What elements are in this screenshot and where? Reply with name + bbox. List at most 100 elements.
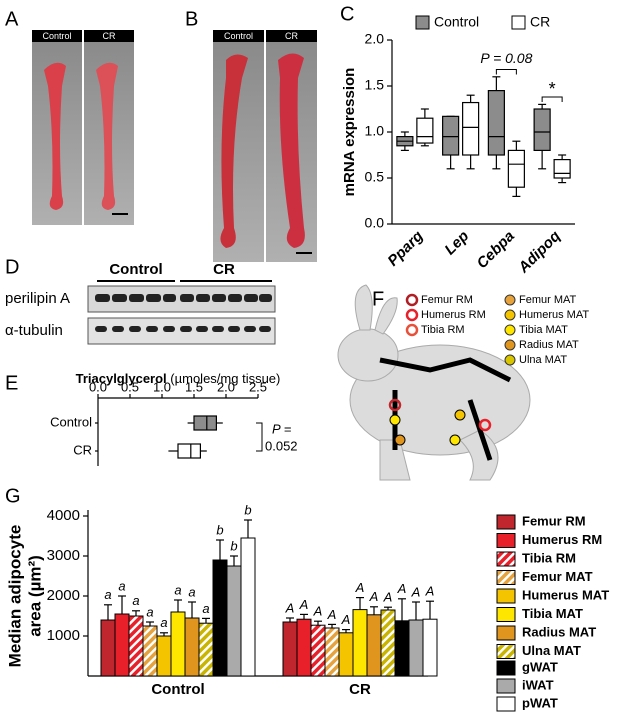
panel-label: C	[340, 3, 354, 25]
bar	[422, 618, 438, 677]
x-tick-label: 1.5	[185, 379, 203, 394]
label-bar	[32, 30, 82, 42]
legend-label: Tibia MAT	[519, 324, 568, 336]
bar-letter: a	[174, 582, 181, 597]
blot-group: CR	[213, 261, 235, 278]
title-main: Triacylglycerol	[76, 371, 167, 386]
x-tick-label: Control	[151, 681, 204, 698]
bar-letter: a	[202, 601, 209, 616]
box	[487, 89, 505, 156]
legend-label: iWAT	[522, 677, 554, 692]
panel-label: F	[372, 288, 384, 310]
bar	[170, 611, 186, 677]
blot-group: Control	[109, 261, 162, 278]
legend-label: Tibia RM	[522, 550, 576, 565]
bands	[95, 294, 272, 332]
y-axis-label: Median adipocyte	[5, 525, 24, 668]
significance-bracket	[495, 68, 517, 75]
bar	[338, 632, 354, 677]
y-tick-label: 0.0	[365, 215, 385, 231]
bone	[96, 62, 118, 210]
bar	[296, 618, 312, 677]
y-tick-label: 0.5	[365, 169, 385, 185]
legend-label: Femur RM	[421, 294, 473, 306]
legend-label: pWAT	[522, 695, 558, 710]
bar-letter: A	[327, 607, 337, 622]
bar-letter: b	[230, 538, 237, 553]
bar-letter: b	[216, 522, 223, 537]
bar	[142, 625, 158, 677]
box	[553, 159, 571, 179]
legend-label: Control	[434, 14, 479, 30]
legend-swatch	[496, 696, 516, 712]
y-tick-label: 1.0	[365, 123, 385, 139]
bar	[128, 615, 144, 677]
bar-letter: A	[285, 600, 295, 615]
legend-swatch	[511, 15, 526, 30]
bar-letter: A	[369, 589, 379, 604]
bar	[240, 537, 256, 677]
bar-letter: A	[355, 580, 365, 595]
legend-icon	[504, 309, 516, 321]
box	[507, 149, 525, 188]
x-tick-label: 1.0	[153, 379, 171, 394]
bar	[100, 619, 116, 677]
legend-icon	[405, 308, 419, 322]
bar	[394, 620, 410, 677]
bar-letter: A	[397, 581, 407, 596]
legend-icon	[504, 294, 516, 306]
x-tick-label: Adipoq	[515, 228, 564, 277]
bar-letter: a	[146, 604, 153, 619]
legend-label: CR	[530, 14, 550, 30]
y-tick-label: Control	[50, 414, 92, 429]
y-tick-label: 3000	[47, 547, 80, 564]
legend-label: Femur MAT	[522, 569, 593, 584]
legend-swatch	[496, 625, 516, 641]
legend-label: Humerus RM	[522, 532, 602, 547]
blot-row-label: α-tubulin	[5, 322, 63, 339]
photo-label: Control	[42, 31, 71, 41]
bone	[278, 53, 305, 248]
bar	[310, 624, 326, 677]
legend-icon	[504, 354, 516, 366]
photo-label: Control	[224, 31, 253, 41]
legend-swatch	[415, 15, 430, 30]
box	[193, 415, 217, 431]
annotation: *	[549, 79, 556, 99]
legend-label: Femur RM	[522, 513, 586, 528]
legend-swatch	[496, 607, 516, 622]
bar-letter: a	[118, 578, 125, 593]
bar	[366, 614, 382, 677]
bar-letter: A	[341, 612, 351, 627]
bar	[212, 559, 228, 677]
legend-swatch	[496, 570, 516, 585]
legend-label: gWAT	[522, 659, 558, 674]
box	[462, 101, 480, 156]
bone	[220, 54, 248, 248]
bar-letter: b	[244, 502, 251, 517]
panel-label: B	[185, 8, 198, 30]
legend-swatch	[496, 678, 516, 694]
legend-icon	[405, 323, 419, 337]
legend-label: Ulna MAT	[519, 354, 567, 366]
chart-title: Triacylglycerol (µmoles/mg tissue)	[76, 371, 281, 386]
y-tick-label: 4000	[47, 507, 80, 524]
x-tick-label: Pparg	[384, 228, 426, 270]
bar	[282, 621, 298, 677]
x-tick-label: Lep	[441, 228, 472, 259]
box	[533, 108, 551, 152]
photo-label: CR	[285, 31, 298, 41]
panel-label: A	[5, 8, 19, 30]
box	[177, 443, 201, 459]
label-bar	[84, 30, 134, 42]
bar-letter: A	[383, 590, 393, 605]
x-tick-label: CR	[349, 681, 371, 698]
annotation: P = 0.08	[480, 50, 532, 66]
x-tick-label: 2.5	[249, 379, 267, 394]
legend-label: Humerus RM	[421, 309, 486, 321]
bar	[226, 565, 242, 677]
bar-letter: A	[425, 584, 435, 599]
panel-label: G	[5, 485, 21, 507]
photo-label: CR	[103, 31, 116, 41]
